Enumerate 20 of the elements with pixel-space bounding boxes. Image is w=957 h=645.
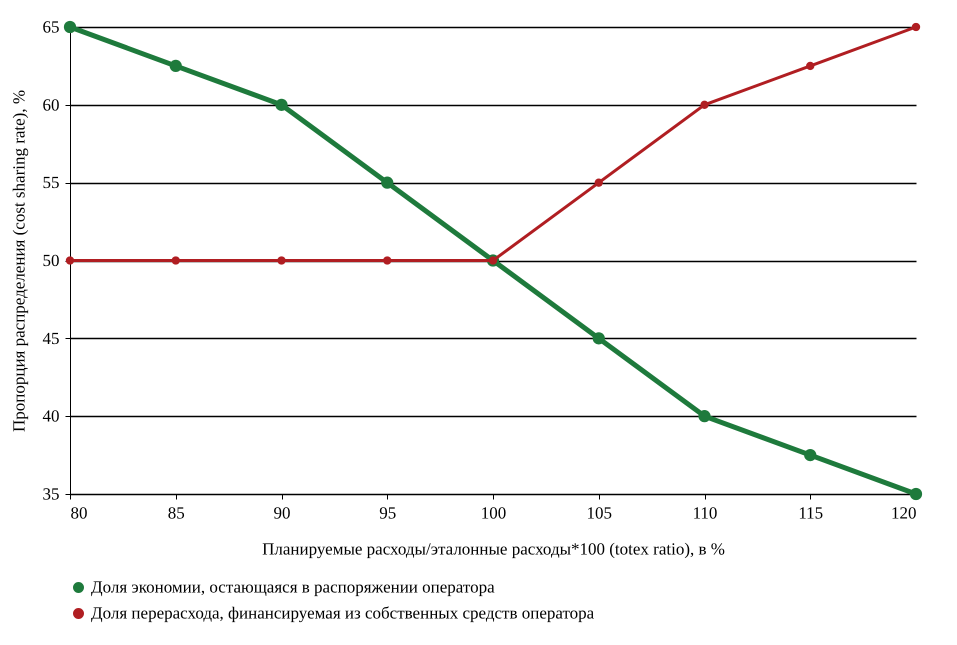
x-tick-label: 115 xyxy=(798,504,824,522)
y-tick-label: 35 xyxy=(42,484,60,504)
y-tick-label: 55 xyxy=(42,173,60,192)
legend-label: Доля экономии, остающаяся в распоряжении оператора xyxy=(91,578,496,596)
x-tick-label: 95 xyxy=(379,504,396,522)
x-tick-label: 120 xyxy=(891,504,916,522)
y-tick-label: 40 xyxy=(42,406,60,426)
y-axis-title: Пропорция распределения (cost sharing rate), % xyxy=(10,90,28,432)
x-tick-label: 80 xyxy=(70,504,88,522)
y-tick-label: 50 xyxy=(42,251,60,270)
x-tick-label: 100 xyxy=(480,504,506,522)
y-tick-label: 45 xyxy=(42,328,60,348)
x-tick-label: 90 xyxy=(274,504,290,522)
y-tick-label: 60 xyxy=(42,95,60,114)
legend-label: Доля перерасхода, финансируемая из собственных средств оператора xyxy=(91,604,595,622)
x-axis-title: Планируемые расходы/эталонные расходы*100 (totex ratio), в % xyxy=(262,540,725,558)
x-tick-label: 105 xyxy=(586,504,612,522)
x-tick-label: 110 xyxy=(692,504,718,522)
y-tick-label: 65 xyxy=(42,18,60,36)
x-tick-label: 85 xyxy=(168,504,185,522)
